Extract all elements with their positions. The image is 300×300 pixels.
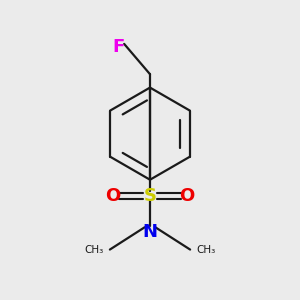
Text: F: F: [113, 38, 125, 56]
Text: S: S: [143, 187, 157, 205]
Text: CH₃: CH₃: [85, 244, 104, 255]
Text: CH₃: CH₃: [196, 244, 215, 255]
Text: O: O: [179, 187, 195, 205]
Text: O: O: [105, 187, 121, 205]
Text: N: N: [142, 223, 158, 241]
